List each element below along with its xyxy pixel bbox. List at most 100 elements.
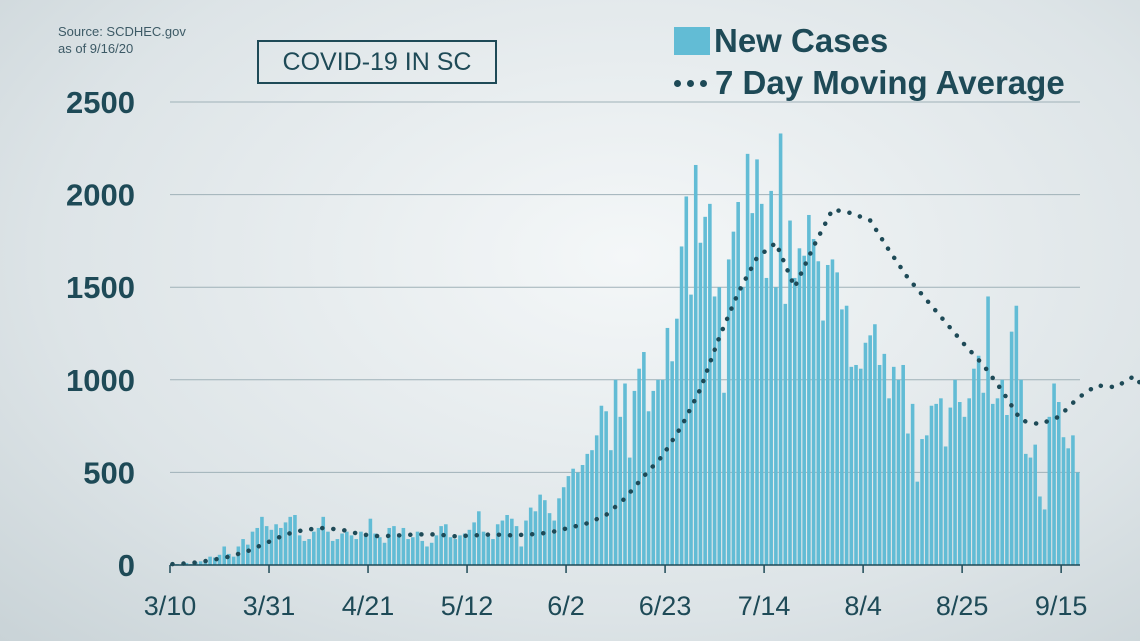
bar-day-87 (580, 464, 585, 565)
bar-day-130 (783, 303, 788, 565)
bar-day-117 (722, 392, 726, 565)
bar-day-139 (825, 264, 830, 565)
bar-day-74 (519, 546, 524, 565)
legend-dots-swatch (674, 79, 707, 87)
bar-day-19 (260, 516, 264, 565)
moving-average-path (170, 206, 1140, 567)
ytick-label-1000: 1000 (66, 363, 135, 398)
bar-day-108 (679, 246, 684, 565)
bar-day-101 (646, 411, 651, 565)
bar-day-68 (491, 539, 495, 565)
bar-day-61 (458, 535, 462, 565)
bar-day-152 (887, 398, 891, 565)
bar-day-185 (1042, 509, 1047, 565)
bar-day-186 (1047, 416, 1052, 565)
bar-day-136 (811, 239, 816, 566)
bar-day-88 (585, 453, 590, 565)
bar-day-81 (552, 520, 557, 565)
bar-day-164 (943, 446, 948, 565)
bar-day-131 (788, 220, 792, 565)
moving-average-line (170, 206, 1140, 567)
bar-day-150 (877, 364, 882, 565)
bar-day-167 (957, 402, 962, 565)
legend-moving-average-label: 7 Day Moving Average (715, 64, 1065, 101)
bar-day-94 (613, 379, 618, 565)
bar-day-158 (915, 481, 920, 565)
bar-day-93 (609, 450, 613, 565)
legend-bar-swatch (674, 27, 710, 55)
bar-day-37 (345, 531, 349, 565)
bar-day-58 (444, 524, 448, 565)
bar-day-6 (198, 561, 203, 565)
bar-day-38 (349, 535, 354, 565)
bar-day-98 (632, 390, 637, 565)
axes: 0 500 1000 1500 2000 2500 3/10 3/31 4/21 5/12 6/2 6… (66, 85, 1087, 621)
bar-day-159 (920, 439, 924, 565)
bar-day-116 (717, 287, 722, 565)
bar-day-188 (1056, 402, 1061, 565)
bar-day-181 (1023, 453, 1028, 565)
bar-day-105 (665, 327, 670, 565)
bar-day-36 (340, 533, 344, 565)
bar-day-120 (736, 202, 740, 565)
bar-day-154 (896, 379, 901, 565)
bar-day-30 (312, 531, 316, 565)
xtick-label-0: 3/10 (144, 591, 197, 621)
bar-day-103 (656, 379, 660, 565)
bar-day-60 (453, 539, 458, 565)
xtick-label-2: 4/21 (342, 591, 395, 621)
bar-day-91 (599, 405, 604, 565)
bar-day-25 (288, 516, 293, 565)
bar-day-57 (439, 526, 443, 565)
bar-day-104 (660, 379, 665, 565)
bar-day-148 (868, 335, 872, 565)
bar-day-115 (712, 296, 717, 565)
bar-day-143 (844, 305, 849, 565)
bar-day-155 (901, 364, 905, 565)
xtick-label-7: 8/4 (844, 591, 882, 621)
ytick-label-500: 500 (83, 455, 135, 490)
bar-day-26 (293, 515, 297, 565)
bar-day-118 (726, 259, 731, 565)
bar-day-86 (576, 472, 580, 565)
bar-day-34 (330, 540, 335, 565)
bar-day-166 (953, 379, 957, 565)
bar-day-189 (1061, 437, 1066, 565)
bar-day-82 (557, 498, 561, 565)
bar-day-78 (538, 494, 542, 565)
bar-day-24 (283, 522, 288, 565)
bar-day-31 (316, 527, 321, 565)
xtick-label-1: 3/31 (243, 591, 296, 621)
bar-day-73 (514, 526, 519, 565)
bar-day-133 (797, 248, 802, 565)
bar-day-83 (561, 487, 566, 565)
bar-day-161 (929, 405, 934, 565)
ytick-label-0: 0 (118, 548, 135, 583)
bar-day-135 (807, 214, 811, 565)
bar-day-7 (203, 561, 208, 565)
bar-day-129 (778, 133, 783, 566)
bar-day-3 (184, 563, 189, 565)
bar-day-50 (406, 539, 410, 565)
bar-day-35 (335, 539, 340, 565)
bar-day-85 (571, 468, 575, 565)
bar-day-62 (462, 533, 467, 565)
bar-day-55 (429, 542, 434, 565)
bar-day-134 (802, 255, 806, 565)
bar-day-70 (500, 520, 505, 565)
bar-day-41 (363, 535, 368, 565)
legend-moving-average: 7 Day Moving Average (674, 64, 1065, 102)
bar-day-56 (434, 535, 439, 565)
bar-day-46 (387, 527, 392, 565)
bar-day-40 (359, 531, 363, 565)
bar-day-173 (986, 296, 990, 565)
bar-day-47 (392, 526, 396, 565)
bar-day-137 (816, 261, 821, 565)
bar-day-141 (835, 272, 839, 565)
bar-day-170 (972, 368, 976, 565)
bar-day-165 (948, 407, 953, 565)
bar-day-187 (1052, 383, 1056, 565)
bar-day-32 (321, 516, 326, 565)
bar-day-89 (590, 450, 594, 565)
